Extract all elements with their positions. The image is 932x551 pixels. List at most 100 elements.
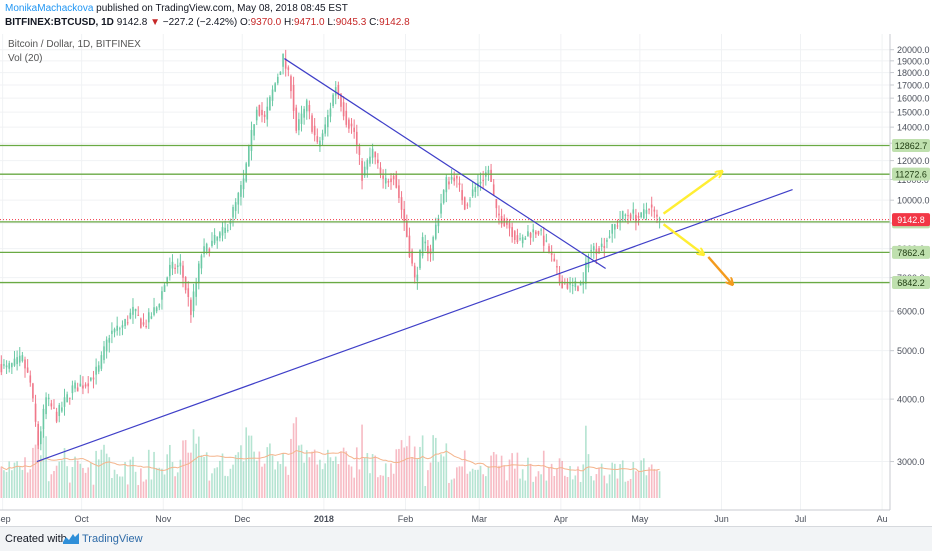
candle-body bbox=[337, 84, 340, 96]
volume-bar bbox=[569, 466, 571, 498]
volume-bar bbox=[295, 417, 298, 498]
candle-body bbox=[353, 127, 355, 132]
volume-bar bbox=[292, 423, 295, 498]
forecast-arrow[interactable] bbox=[707, 256, 732, 284]
volume-bar bbox=[556, 468, 558, 498]
candle-body bbox=[442, 190, 445, 203]
candle-body bbox=[524, 237, 527, 240]
candle-body bbox=[561, 280, 563, 289]
candle-body bbox=[87, 383, 90, 387]
high-value: 9471.0 bbox=[293, 17, 325, 28]
volume-bar bbox=[474, 469, 477, 498]
volume-bar bbox=[92, 484, 95, 498]
ohlc-header: BITFINEX:BTCUSD, 1D 9142.8 ▼ −227.2 (−2.… bbox=[5, 17, 410, 28]
volume-bar bbox=[656, 469, 658, 498]
price-tick-label: 14000.0 bbox=[897, 123, 930, 133]
volume-bar bbox=[606, 483, 608, 498]
candle-body bbox=[542, 235, 545, 246]
volume-bar bbox=[384, 463, 387, 498]
volume-bar bbox=[103, 444, 105, 498]
price-tick-label: 4000.0 bbox=[897, 395, 925, 405]
volume-bar bbox=[39, 455, 42, 498]
volume-bar bbox=[392, 473, 395, 498]
forecast-arrow[interactable] bbox=[662, 223, 703, 254]
volume-bar bbox=[377, 477, 379, 498]
level-label: 11272.6 bbox=[895, 170, 927, 180]
trendline-descending[interactable] bbox=[284, 58, 606, 270]
volume-bar bbox=[113, 469, 116, 498]
volume-bar bbox=[595, 474, 598, 498]
author-link[interactable]: MonikaMachackova bbox=[5, 3, 94, 14]
volume-bar bbox=[161, 468, 163, 498]
volume-bar bbox=[205, 452, 208, 498]
candle-body bbox=[61, 407, 63, 412]
level-label-box bbox=[892, 276, 930, 290]
candle-body bbox=[635, 214, 637, 222]
volume-bar bbox=[32, 447, 34, 498]
level-label: 12862.7 bbox=[895, 141, 928, 151]
volume-bar bbox=[3, 470, 5, 498]
volume-bar bbox=[582, 464, 585, 498]
volume-bar bbox=[332, 460, 334, 498]
volume-bar bbox=[500, 455, 503, 498]
time-axis[interactable]: Sep Oct Nov Dec 2018 Feb Mar Apr May Jun Jul Au bbox=[0, 514, 888, 524]
volume-bar bbox=[248, 435, 250, 498]
volume-bar bbox=[108, 457, 111, 498]
volume-bar bbox=[145, 479, 147, 498]
candle-body bbox=[153, 307, 155, 315]
volume-bar bbox=[232, 464, 234, 498]
candle-body bbox=[369, 156, 371, 164]
volume-bar bbox=[50, 474, 53, 498]
time-tick-label: Dec bbox=[234, 514, 251, 524]
candle-body bbox=[329, 108, 332, 117]
candle-body bbox=[68, 397, 71, 399]
candle-body bbox=[205, 243, 208, 252]
volume-bar bbox=[197, 436, 200, 498]
volume-bar bbox=[516, 452, 519, 498]
price-chart[interactable]: 3000.04000.05000.06000.07000.08000.09000… bbox=[0, 32, 932, 526]
candle-body bbox=[55, 411, 58, 422]
open-value: 9370.0 bbox=[250, 17, 282, 28]
volume-bar bbox=[234, 454, 237, 498]
candle-body bbox=[621, 211, 624, 220]
volume-bar bbox=[111, 478, 113, 498]
volume-bar bbox=[240, 445, 242, 498]
volume-bar bbox=[577, 466, 579, 498]
candle-body bbox=[495, 199, 498, 209]
candle-body bbox=[174, 267, 176, 270]
forecast-arrows[interactable] bbox=[662, 172, 732, 284]
volume-bar bbox=[298, 445, 300, 498]
candle-body bbox=[358, 146, 361, 155]
candle-body bbox=[548, 246, 550, 253]
candle-body bbox=[614, 224, 616, 230]
candle-body bbox=[300, 113, 303, 124]
price-tick-label: 10000.0 bbox=[897, 196, 930, 206]
candle-body bbox=[384, 177, 387, 184]
volume-bar bbox=[95, 450, 97, 498]
volume-bar bbox=[340, 451, 342, 498]
trendlines[interactable] bbox=[36, 58, 793, 463]
horizontal-levels[interactable] bbox=[0, 144, 890, 284]
candle-body bbox=[137, 314, 140, 316]
candle-body bbox=[66, 394, 68, 403]
volume-bar bbox=[174, 476, 176, 498]
forecast-arrow[interactable] bbox=[662, 172, 722, 215]
candle-body bbox=[553, 258, 556, 262]
volume-bar bbox=[432, 435, 434, 498]
open-label: O: bbox=[240, 17, 251, 28]
volume-bar bbox=[450, 479, 453, 498]
candle-body bbox=[377, 159, 379, 164]
candle-body bbox=[419, 249, 421, 269]
candle-body bbox=[171, 261, 174, 269]
candle-body bbox=[600, 243, 603, 248]
volume-bar bbox=[63, 448, 66, 498]
volume-bar bbox=[153, 451, 155, 498]
tradingview-link[interactable]: TradingView bbox=[82, 533, 143, 545]
candle-body bbox=[469, 199, 471, 201]
candle-body bbox=[513, 231, 516, 240]
volume-bar bbox=[279, 464, 282, 498]
trendline-ascending[interactable] bbox=[36, 189, 793, 463]
candle-body bbox=[366, 160, 369, 170]
footer-bar: Created with TradingView bbox=[0, 526, 932, 551]
candle-body bbox=[579, 282, 582, 286]
